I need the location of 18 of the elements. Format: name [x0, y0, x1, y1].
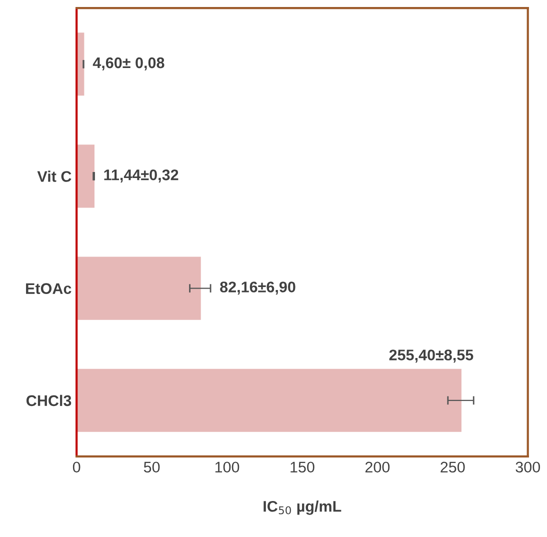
data-label: 11,44±0,32 [104, 169, 178, 183]
x-tick-label: 0 [72, 462, 80, 473]
bar [76, 144, 94, 208]
x-tick-label: 150 [290, 462, 314, 473]
y-tick-label: CHCl3 [26, 394, 72, 406]
y-tick-label: EtOAc [26, 283, 72, 294]
y-tick-label: Vit C [37, 170, 72, 182]
data-label: 82,16±6,90 [220, 282, 296, 295]
x-tick-label: 200 [365, 462, 390, 473]
x-tick-label: 50 [144, 462, 160, 473]
bar [76, 368, 462, 432]
x-axis-title: IC$_{50}$ µg/mL [264, 500, 342, 515]
x-tick-label: 100 [215, 462, 240, 473]
bar [76, 256, 201, 320]
x-tick-label: 300 [516, 462, 540, 473]
x-tick-label: 250 [440, 462, 465, 473]
data-label: 4,60± 0,08 [92, 57, 164, 70]
data-label: 255,40±8,55 [389, 350, 474, 363]
